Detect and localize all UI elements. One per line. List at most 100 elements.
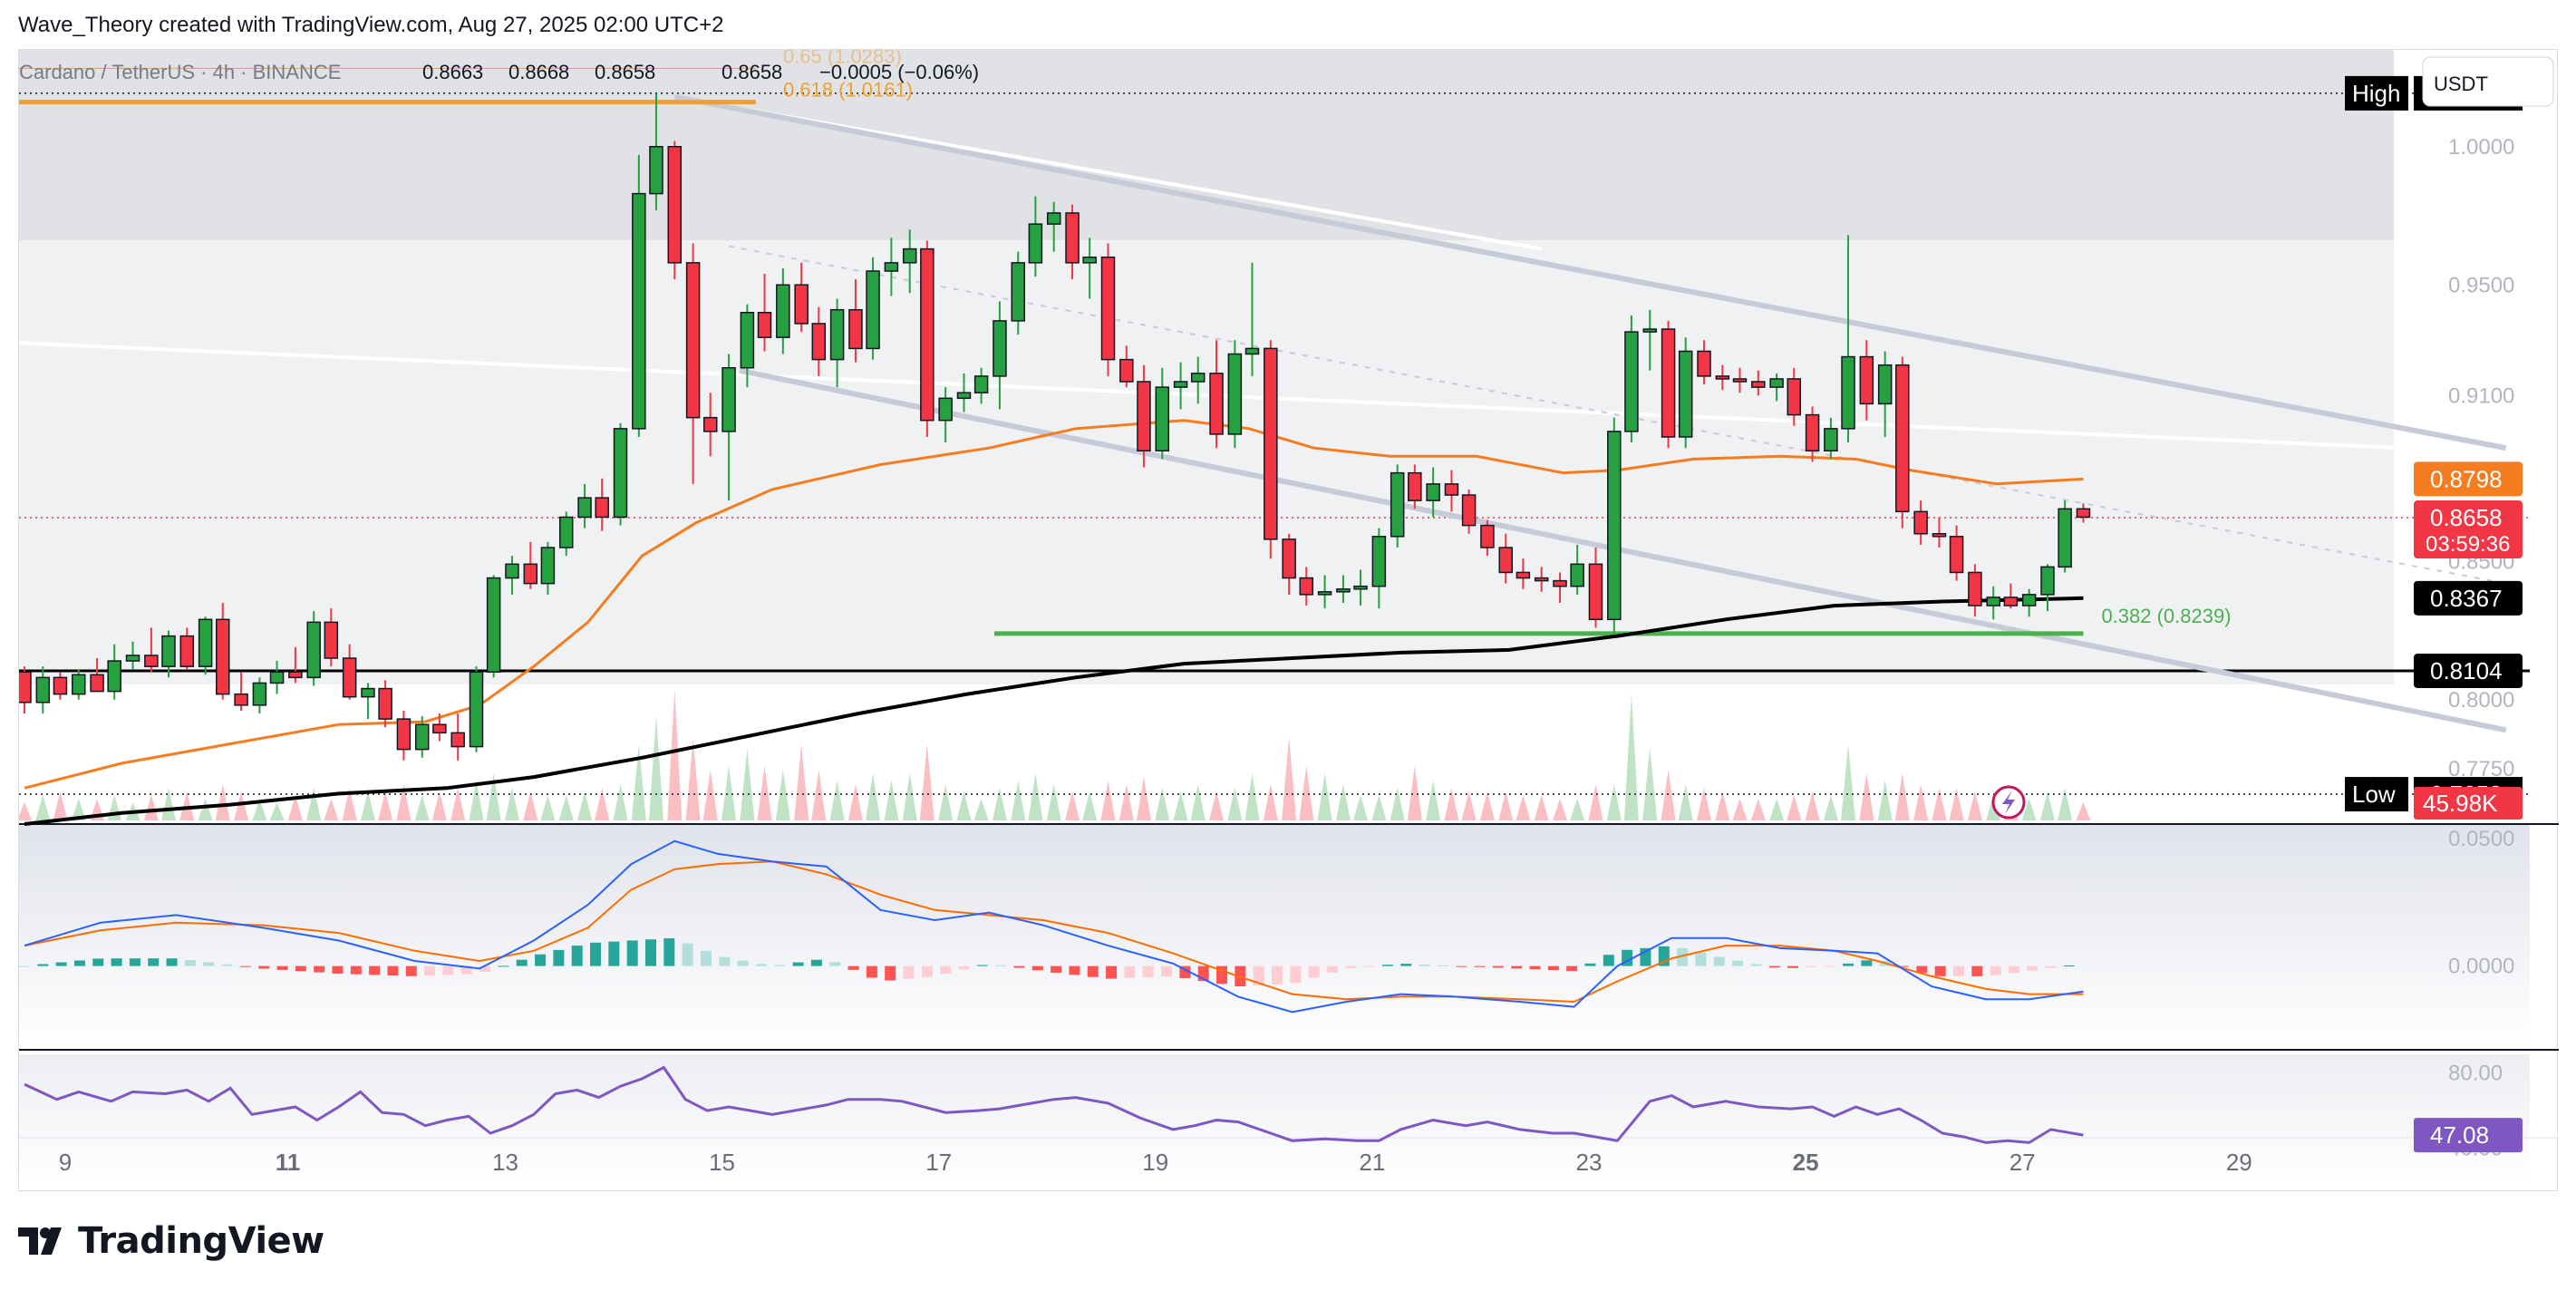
candle-body <box>722 368 735 432</box>
candle-body <box>1048 213 1060 224</box>
macd-histogram-bar <box>885 966 896 981</box>
macd-histogram-bar <box>1419 965 1430 966</box>
macd-histogram-bar <box>56 963 67 966</box>
candle-body <box>1066 213 1079 263</box>
macd-histogram-bar <box>1032 966 1043 971</box>
macd-histogram-bar <box>940 966 951 974</box>
macd-histogram-bar <box>867 966 877 978</box>
candle-body <box>506 564 518 577</box>
price-tag-label: 0.8104 <box>2430 657 2503 684</box>
chart-canvas[interactable]: 0.618 (1.0161) 0.382 (0.8239) 0.65 (1.0283… <box>19 50 2559 1192</box>
candle-body <box>91 674 103 691</box>
macd-histogram-bar <box>1400 964 1411 966</box>
macd-histogram-bar <box>1732 961 1743 966</box>
macd-histogram-bar <box>1750 964 1761 965</box>
macd-histogram-bar <box>627 940 638 965</box>
candle-body <box>921 249 934 421</box>
macd-histogram-bar <box>1935 966 1946 976</box>
macd-histogram-bar <box>111 958 122 965</box>
candle-body <box>560 517 573 548</box>
candle-body <box>1029 224 1041 263</box>
candle-body <box>1554 581 1566 587</box>
candle-body <box>904 249 916 263</box>
macd-histogram-bar <box>1695 953 1706 966</box>
candle-body <box>1879 365 1892 404</box>
candle-body <box>1733 379 1746 382</box>
macd-pane[interactable] <box>19 824 2530 1047</box>
time-axis-tick: 21 <box>1359 1149 1385 1176</box>
tradingview-wordmark: TradingView <box>78 1220 324 1262</box>
macd-histogram-bar <box>811 960 822 966</box>
macd-histogram-bar <box>572 946 583 966</box>
macd-histogram-bar <box>793 963 804 966</box>
candle-body <box>127 655 140 661</box>
candle-body <box>1987 597 2000 606</box>
macd-histogram-bar <box>387 966 398 975</box>
chart-frame[interactable]: 0.618 (1.0161) 0.382 (0.8239) 0.65 (1.0283… <box>18 49 2558 1191</box>
candle-body <box>397 719 410 750</box>
macd-histogram-bar <box>1106 966 1117 979</box>
rsi-pane[interactable] <box>19 1054 2530 1186</box>
macd-histogram-bar <box>1013 966 1024 968</box>
candle-body <box>1516 572 1529 577</box>
candle-body <box>235 694 247 705</box>
candle-body <box>344 658 356 697</box>
candle-body <box>307 622 320 677</box>
legend-high: 0.8668 <box>508 61 569 83</box>
candle-body <box>1409 473 1421 501</box>
tradingview-logo[interactable]: TradingView <box>18 1220 324 1262</box>
time-axis-tick: 25 <box>1793 1149 1819 1176</box>
price-axis-tick: 0.9500 <box>2448 273 2514 297</box>
macd-histogram-bar <box>977 965 988 966</box>
currency-button[interactable]: USDT <box>2423 57 2553 106</box>
candle-body <box>1427 484 1439 500</box>
macd-histogram-bar <box>829 962 840 965</box>
candle-body <box>19 672 31 703</box>
rsi-axis-tick: 80.00 <box>2448 1062 2503 1086</box>
candle-body <box>379 689 392 720</box>
price-axis-tick: 1.0000 <box>2448 135 2514 160</box>
candle-body <box>1662 329 1675 437</box>
macd-histogram-bar <box>185 960 196 966</box>
candle-body <box>541 548 554 584</box>
macd-histogram-bar <box>1990 966 2001 975</box>
candle-body <box>1825 429 1837 451</box>
time-axis-tick: 9 <box>59 1149 72 1176</box>
macd-histogram-bar <box>148 958 159 965</box>
macd-histogram-bar <box>701 951 712 966</box>
currency-button-label[interactable]: USDT <box>2434 73 2488 95</box>
macd-histogram-bar <box>848 966 859 970</box>
candle-body <box>885 263 897 271</box>
candle-body <box>1372 537 1385 587</box>
macd-histogram-bar <box>406 966 417 976</box>
candle-body <box>795 285 808 324</box>
macd-histogram-bar <box>258 966 269 969</box>
candle-body <box>650 147 663 194</box>
candle-body <box>1932 534 1945 537</box>
candle-body <box>1951 537 1963 573</box>
candle-body <box>1589 564 1602 619</box>
candle-body <box>1319 592 1332 595</box>
lightning-icon[interactable] <box>1993 787 2024 818</box>
macd-histogram-bar <box>535 955 546 966</box>
macd-histogram-bar <box>1272 966 1283 985</box>
macd-histogram-bar <box>1825 966 1835 967</box>
candle-body <box>433 724 446 732</box>
candle-body <box>1806 415 1819 451</box>
macd-histogram-bar <box>1327 966 1338 973</box>
candle-body <box>993 321 1006 376</box>
macd-histogram-bar <box>995 965 1006 966</box>
candle-body <box>704 418 717 432</box>
chart-author-line: Wave_Theory created with TradingView.com… <box>18 13 723 38</box>
candle-body <box>1445 484 1457 495</box>
macd-histogram-bar <box>295 966 306 972</box>
candle-body <box>578 498 591 517</box>
candle-body <box>180 636 193 667</box>
macd-histogram-bar <box>1971 966 1982 976</box>
candle-body <box>615 429 627 518</box>
macd-histogram-bar <box>314 966 324 973</box>
macd-histogram-bar <box>1548 966 1559 971</box>
macd-histogram-bar <box>167 958 178 965</box>
macd-histogram-bar <box>608 942 619 966</box>
macd-histogram-bar <box>1603 955 1614 965</box>
